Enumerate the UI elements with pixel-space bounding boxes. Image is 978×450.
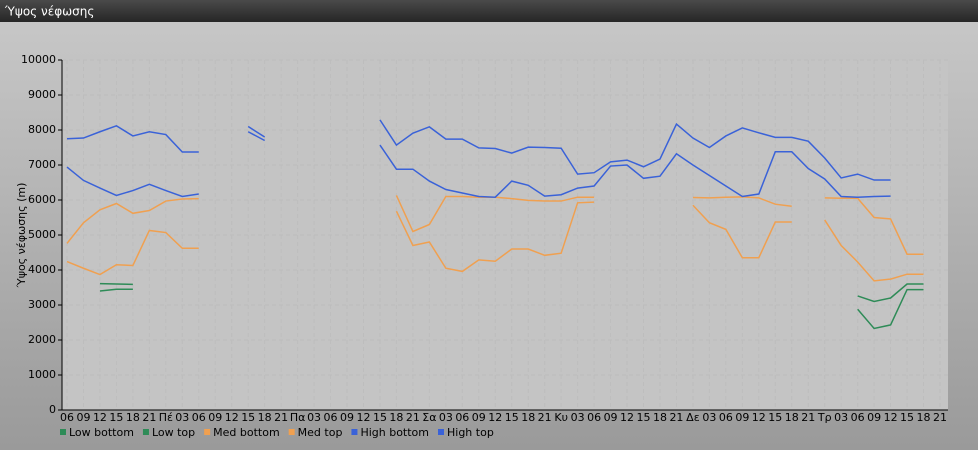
x-tick-label: 09 <box>340 411 354 424</box>
x-tick-label: 12 <box>356 411 370 424</box>
x-tick-label: 09 <box>208 411 222 424</box>
x-tick-label: 18 <box>126 411 140 424</box>
x-tick-label: 06 <box>719 411 733 424</box>
x-tick-label: 15 <box>241 411 255 424</box>
x-tick-label: 09 <box>735 411 749 424</box>
x-tick-label: 06 <box>587 411 601 424</box>
y-tick-label: 8000 <box>28 123 56 136</box>
y-tick-label: 3000 <box>28 298 56 311</box>
x-tick-label: 03 <box>175 411 189 424</box>
x-tick-label: 15 <box>373 411 387 424</box>
legend-swatch <box>204 429 211 435</box>
legend-label: Low top <box>152 426 195 439</box>
series-line <box>99 282 924 303</box>
x-tick-label: 12 <box>884 411 898 424</box>
x-tick-label: 06 <box>455 411 469 424</box>
x-tick-label: 15 <box>505 411 519 424</box>
x-tick-label: 21 <box>933 411 947 424</box>
legend-label: High top <box>447 426 494 439</box>
series-line <box>66 201 924 282</box>
x-tick-label: Δε <box>686 411 700 424</box>
legend-swatch <box>351 429 358 435</box>
x-tick-label: 15 <box>109 411 123 424</box>
x-tick-label: 06 <box>851 411 865 424</box>
window-title: Ύψος νέφωσης <box>4 5 94 19</box>
x-tick-label: 06 <box>60 411 74 424</box>
x-tick-label: 03 <box>834 411 848 424</box>
title-bar <box>0 0 978 22</box>
x-tick-label: 18 <box>389 411 403 424</box>
legend-swatch <box>60 429 66 435</box>
x-tick-label: Πέ <box>159 411 173 424</box>
x-tick-label: 12 <box>488 411 502 424</box>
x-tick-label: 21 <box>274 411 288 424</box>
y-tick-label: 7000 <box>28 158 56 171</box>
chart: 06 09 12 15 18 21 Πέ 03 06 09 12 15 18 21 Πα 03 06 09 12 15… <box>21 53 948 439</box>
y-tick-label: 6000 <box>28 193 56 206</box>
x-tick-label: 06 <box>324 411 338 424</box>
x-tick-label: 18 <box>258 411 272 424</box>
x-tick-label: 18 <box>917 411 931 424</box>
x-tick-label: Κυ <box>554 411 568 424</box>
x-tick-label: 12 <box>225 411 239 424</box>
y-tick-label: 1000 <box>28 368 56 381</box>
x-tick-label: 21 <box>669 411 683 424</box>
x-tick-label: Σα <box>422 411 436 424</box>
x-tick-label: 03 <box>571 411 585 424</box>
x-tick-label: 15 <box>637 411 651 424</box>
x-tick-label: 21 <box>406 411 420 424</box>
series-line <box>99 288 924 330</box>
legend-label: Med bottom <box>213 426 280 439</box>
legend-swatch <box>142 429 149 435</box>
x-tick-label: 18 <box>653 411 667 424</box>
x-tick-label: 12 <box>752 411 766 424</box>
series-line <box>66 131 891 198</box>
y-tick-label: 2000 <box>28 333 56 346</box>
x-tick-label: Πα <box>290 411 306 424</box>
legend-swatch <box>288 429 295 435</box>
x-tick-label: 12 <box>620 411 634 424</box>
y-tick-label: 10000 <box>21 53 56 66</box>
y-tick-label: 0 <box>49 403 56 416</box>
x-tick-label: 03 <box>307 411 321 424</box>
x-tick-label: 18 <box>521 411 535 424</box>
legend-swatch <box>438 429 444 435</box>
x-tick-label: 09 <box>604 411 618 424</box>
x-tick-label: Τρ <box>817 411 832 424</box>
x-tick-label: 03 <box>439 411 453 424</box>
y-axis-label: Ύψος νέφωσης (m) <box>15 183 28 289</box>
series-line <box>66 119 891 181</box>
x-tick-label: 15 <box>900 411 914 424</box>
x-tick-label: 12 <box>93 411 107 424</box>
x-tick-label: 15 <box>768 411 782 424</box>
legend-label: Med top <box>298 426 343 439</box>
x-tick-label: 06 <box>192 411 206 424</box>
x-tick-label: 03 <box>702 411 716 424</box>
x-tick-label: 21 <box>801 411 815 424</box>
x-tick-label: 21 <box>538 411 552 424</box>
y-tick-label: 9000 <box>28 88 56 101</box>
legend-label: High bottom <box>360 426 429 439</box>
x-tick-label: 09 <box>472 411 486 424</box>
legend-label: Low bottom <box>69 426 134 439</box>
y-tick-label: 4000 <box>28 263 56 276</box>
x-tick-label: 09 <box>867 411 881 424</box>
x-tick-label: 21 <box>142 411 156 424</box>
y-tick-label: 5000 <box>28 228 56 241</box>
x-tick-label: 09 <box>76 411 90 424</box>
x-tick-label: 18 <box>785 411 799 424</box>
